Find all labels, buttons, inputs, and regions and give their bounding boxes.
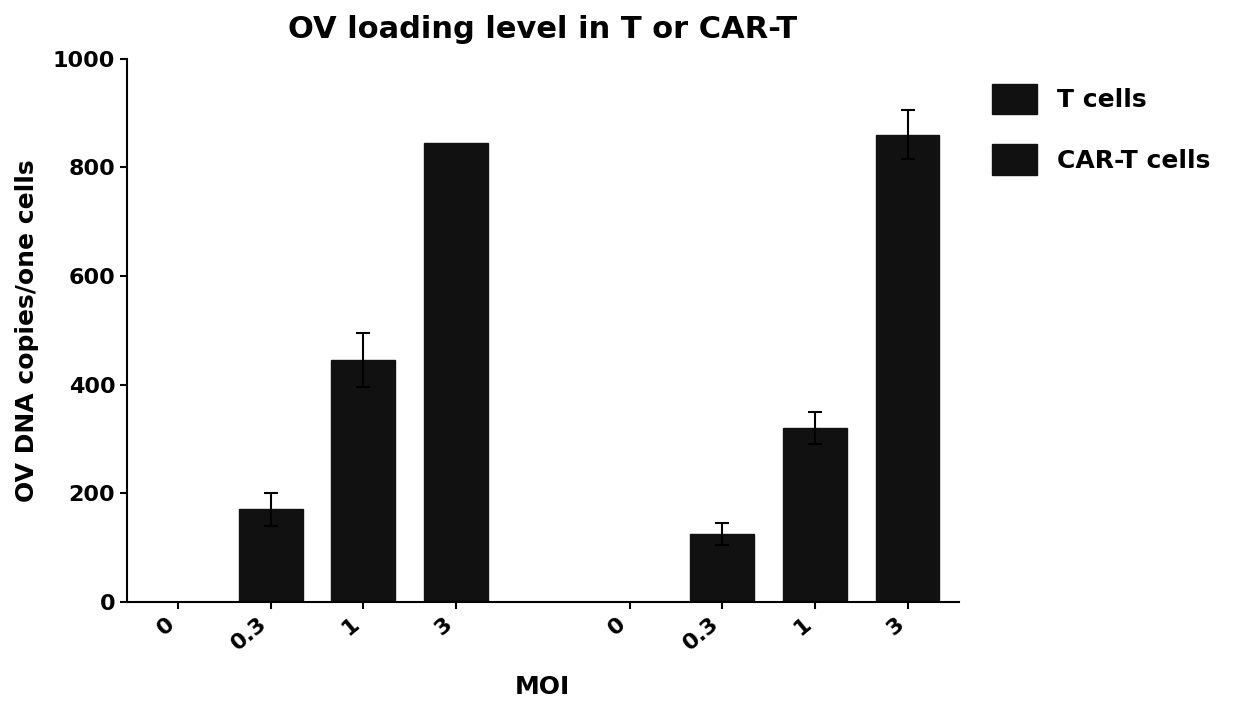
Bar xyxy=(876,135,939,602)
Legend: T cells, CAR-T cells: T cells, CAR-T cells xyxy=(979,71,1223,187)
Y-axis label: OV DNA copies/one cells: OV DNA copies/one cells xyxy=(15,159,38,502)
Bar xyxy=(332,360,395,602)
X-axis label: MOI: MOI xyxy=(515,675,570,699)
Title: OV loading level in T or CAR-T: OV loading level in T or CAR-T xyxy=(289,15,798,44)
Bar xyxy=(690,534,755,602)
Bar xyxy=(783,428,846,602)
Bar xyxy=(239,509,302,602)
Bar xyxy=(424,143,488,602)
